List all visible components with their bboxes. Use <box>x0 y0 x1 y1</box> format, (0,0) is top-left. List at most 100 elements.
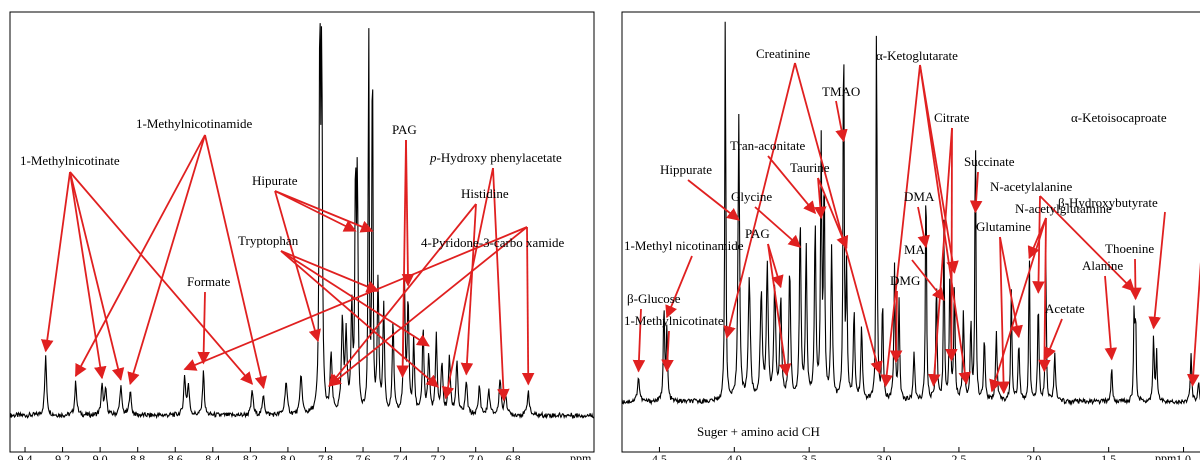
annotation-arrow <box>1186 261 1200 387</box>
label-citrate: Citrate <box>934 110 970 125</box>
left-panel-frame <box>9 11 595 453</box>
label-dma: DMA <box>904 189 935 204</box>
tick-label: 7.6 <box>356 452 371 460</box>
annotation-arrow <box>911 259 945 301</box>
annotation-arrow <box>74 134 206 378</box>
annotation-arrow <box>917 206 930 249</box>
right-spectrum-panel: 4.5 4.0 3.5 3.0 2.5 2.0 1.5 1.0 ppm Creatinine … <box>621 11 1200 460</box>
annotation-arrow <box>274 190 374 233</box>
label-1-methylnicotinamide: 1-Methylnicotinamide <box>136 116 252 131</box>
tick-label: 9.0 <box>93 452 108 460</box>
annotation-arrow <box>69 171 125 381</box>
right-annotations: Creatinine α-Ketoglutarate TMAO Hippurat… <box>624 46 1200 439</box>
tick-label: 8.6 <box>168 452 183 460</box>
label-beta-glucose: β-Glucose <box>627 291 681 306</box>
label-taurine: Taurine <box>790 160 830 175</box>
label-histidine: Histidine <box>461 186 509 201</box>
annotation-arrow <box>1044 318 1063 361</box>
annotation-arrow <box>441 167 494 400</box>
annotation-arrow <box>1129 258 1142 301</box>
annotation-arrow <box>1039 195 1135 292</box>
tick-label: 4.0 <box>727 452 742 460</box>
annotation-arrow <box>919 64 971 385</box>
annotation-arrow <box>127 134 206 386</box>
label-tryptophan: Tryptophan <box>238 233 299 248</box>
left-spectrum-line <box>9 23 595 420</box>
annotation-arrow <box>767 243 784 289</box>
annotation-arrow <box>687 179 740 221</box>
label-alpha-ketoisocaproate: α-Ketoisocaproate <box>1071 110 1167 125</box>
tick-label: 7.8 <box>318 452 333 460</box>
label-alanine: Alanine <box>1082 258 1123 273</box>
annotation-arrow <box>889 290 903 364</box>
label-4-pyridone-3-carboxamide: 4-Pyridone-3-carbo xamide <box>421 235 565 250</box>
left-annotations: 1-Methylnicotinate 1-Methylnicotinamide … <box>20 116 565 402</box>
annotation-arrow <box>274 190 321 343</box>
annotation-arrow <box>794 62 883 375</box>
annotation-arrow <box>767 243 792 377</box>
label-glycine: Glycine <box>731 189 772 204</box>
tick-label: 6.8 <box>506 452 521 460</box>
tick-label: 1.5 <box>1101 452 1116 460</box>
annotation-arrow <box>204 134 268 390</box>
label-tmao: TMAO <box>822 84 860 99</box>
label-pag-left: PAG <box>392 122 417 137</box>
right-axis-label: ppm <box>1155 451 1177 460</box>
annotation-arrow <box>835 100 848 143</box>
right-x-axis: 4.5 4.0 3.5 3.0 2.5 2.0 1.5 1.0 <box>652 447 1191 460</box>
annotation-arrow <box>328 226 528 387</box>
label-creatinine: Creatinine <box>756 46 810 61</box>
annotation-arrow <box>997 236 1010 395</box>
left-x-axis: 9.4 9.2 9.0 8.8 8.6 8.4 8.2 8.0 7.8 7.6 7.4 7.2 7.0 6… <box>18 447 521 460</box>
label-hippurate: Hippurate <box>660 162 712 177</box>
tick-label: 2.5 <box>951 452 966 460</box>
annotation-arrow <box>280 250 380 293</box>
annotation-arrow <box>723 62 796 339</box>
label-formate: Formate <box>187 274 231 289</box>
tick-label: 4.5 <box>652 452 667 460</box>
left-axis-label: ppm <box>570 451 592 460</box>
label-n-acetylalanine: N-acetylalanine <box>990 179 1073 194</box>
annotation-arrow <box>401 139 415 287</box>
label-n-acetylglutamine: N-acetylglutamine <box>1015 201 1112 216</box>
label-acetate: Acetate <box>1045 301 1085 316</box>
annotation-arrow <box>632 308 646 373</box>
left-spectrum-panel: 9.4 9.2 9.0 8.8 8.6 8.4 8.2 8.0 7.8 7.6 7.4 7.2 7.0 6… <box>9 11 595 460</box>
tick-label: 8.4 <box>205 452 220 460</box>
annotation-arrow <box>396 139 409 379</box>
label-hipurate: Hipurate <box>252 173 298 188</box>
label-thoenine: Thoenine <box>1105 241 1154 256</box>
annotation-arrow <box>69 171 107 380</box>
label-p-hydroxy-phenylacetate: p-Hydroxy phenylacetate <box>429 150 562 165</box>
annotation-arrow <box>814 177 827 220</box>
tick-label: 3.0 <box>877 452 892 460</box>
annotation-arrow <box>767 155 817 215</box>
label-suger-amino-acid-ch: Suger + amino acid CH <box>697 424 820 439</box>
annotation-arrow <box>280 250 440 388</box>
right-spectrum-line <box>621 21 1200 406</box>
right-panel-frame <box>621 11 1200 453</box>
tick-label: 7.2 <box>431 452 446 460</box>
annotation-arrow <box>945 127 958 362</box>
label-glutamine: Glutamine <box>976 219 1031 234</box>
annotation-arrow <box>1032 195 1045 294</box>
annotation-arrow <box>880 64 921 388</box>
annotation-arrow <box>274 190 357 232</box>
tick-label: 2.0 <box>1026 452 1041 460</box>
annotation-arrow <box>754 206 802 248</box>
annotation-arrow <box>1038 217 1051 373</box>
label-ma: MA <box>904 242 926 257</box>
label-1-methyl-nicotinamide: 1-Methyl nicotinamide <box>624 238 744 253</box>
label-succinate: Succinate <box>964 154 1015 169</box>
label-1-methylnicotinate: 1-Methylnicotinate <box>20 153 120 168</box>
label-dmg: DMG <box>890 273 920 288</box>
annotation-arrow <box>460 203 477 376</box>
annotation-arrow <box>928 127 953 387</box>
annotation-arrow <box>40 171 71 353</box>
tick-label: 3.5 <box>802 452 817 460</box>
annotation-arrow <box>661 330 674 373</box>
label-pag-right: PAG <box>745 226 770 241</box>
label-1-methylnicotinate-right: 1-Methylnicotinate <box>624 313 724 328</box>
annotation-arrow <box>989 217 1047 393</box>
